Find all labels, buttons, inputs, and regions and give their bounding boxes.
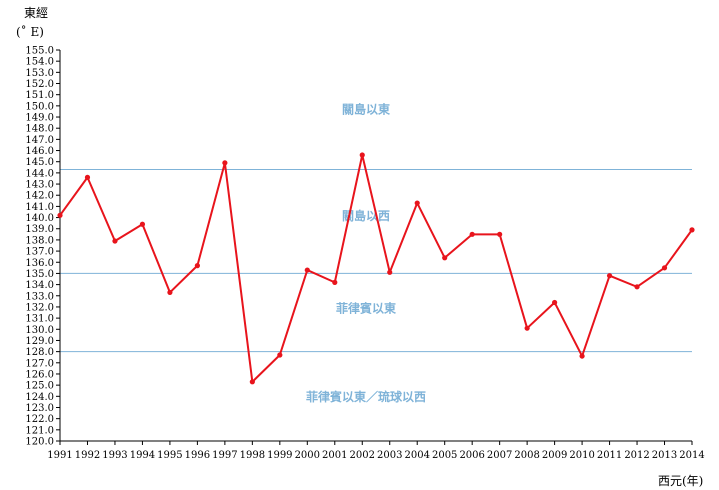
y-tick-label: 120.0 xyxy=(25,437,54,448)
y-tick-label: 155.0 xyxy=(25,46,54,57)
data-point xyxy=(139,221,146,227)
y-tick-label: 131.0 xyxy=(25,314,54,325)
data-point xyxy=(332,279,338,285)
region-label: 菲律賓以東／琉球以西 xyxy=(306,389,426,404)
x-tick-label: 1992 xyxy=(75,450,100,461)
y-tick-label: 132.0 xyxy=(25,302,54,313)
y-tick-label: 136.0 xyxy=(25,258,54,269)
x-tick-label: 1994 xyxy=(130,450,155,461)
y-tick-label: 150.0 xyxy=(25,101,54,112)
y-tick-label: 149.0 xyxy=(25,113,54,124)
y-tick-label: 144.0 xyxy=(25,168,54,179)
x-tick-label: 2001 xyxy=(322,450,347,461)
x-tick-label: 1991 xyxy=(47,450,72,461)
region-label: 菲律賓以東 xyxy=(336,301,396,316)
x-tick-label: 1993 xyxy=(102,450,127,461)
series-line xyxy=(59,154,693,383)
x-tick-label: 2000 xyxy=(295,450,320,461)
x-tick-label: 2006 xyxy=(459,450,484,461)
y-tick-label: 138.0 xyxy=(25,235,54,246)
x-tick-label: 1995 xyxy=(157,450,182,461)
y-tick-label: 141.0 xyxy=(25,202,54,213)
data-point xyxy=(57,212,63,218)
data-point xyxy=(222,160,228,166)
y-tick-label: 154.0 xyxy=(25,57,54,68)
data-point xyxy=(524,325,530,331)
y-tick-label: 125.0 xyxy=(25,381,54,392)
data-point xyxy=(277,352,283,358)
y-tick-label: 152.0 xyxy=(25,79,54,90)
y-tick-label: 127.0 xyxy=(25,358,54,369)
x-axis-label: 西元(年) xyxy=(658,474,703,488)
data-point xyxy=(387,269,393,275)
x-tick-label: 2002 xyxy=(350,450,375,461)
x-tick-label: 2008 xyxy=(514,450,539,461)
y-axis-label-line2: (˚ E) xyxy=(16,24,44,39)
x-tick-label: 1999 xyxy=(267,450,292,461)
series xyxy=(57,152,695,385)
y-tick-label: 123.0 xyxy=(25,403,54,414)
axes xyxy=(59,50,692,442)
y-tick-label: 143.0 xyxy=(25,180,54,191)
y-tick-label: 133.0 xyxy=(25,291,54,302)
y-tick-label: 121.0 xyxy=(25,425,54,436)
y-tick-label: 129.0 xyxy=(25,336,54,347)
x-tick-label: 2012 xyxy=(624,450,649,461)
x-tick-label: 2011 xyxy=(597,450,622,461)
y-tick-label: 139.0 xyxy=(25,224,54,235)
y-tick-label: 151.0 xyxy=(25,90,54,101)
data-point xyxy=(552,299,558,306)
data-point xyxy=(414,200,420,206)
data-point xyxy=(304,267,310,273)
data-point xyxy=(359,152,365,158)
y-tick-label: 128.0 xyxy=(25,347,54,358)
data-point xyxy=(112,238,118,244)
data-point xyxy=(469,231,475,237)
data-point xyxy=(194,263,200,269)
x-tick-label: 1998 xyxy=(240,450,265,461)
y-tick-label: 145.0 xyxy=(25,157,54,168)
x-tick-label: 2010 xyxy=(569,450,594,461)
data-point xyxy=(84,174,91,180)
data-point xyxy=(579,353,585,359)
y-tick-label: 146.0 xyxy=(25,146,54,157)
x-tick-label: 2005 xyxy=(432,450,457,461)
x-ticks: 1991 1992 1993 1994 1995 1996 1997 1998 1999 2000… xyxy=(47,441,705,461)
y-tick-label: 130.0 xyxy=(25,325,54,336)
data-point xyxy=(497,231,503,237)
data-point xyxy=(634,284,640,290)
x-tick-label: 1997 xyxy=(212,450,237,461)
y-tick-label: 148.0 xyxy=(25,124,54,135)
y-tick-label: 147.0 xyxy=(25,135,54,146)
x-tick-label: 2004 xyxy=(404,450,429,461)
y-tick-label: 140.0 xyxy=(25,213,54,224)
data-point xyxy=(249,379,255,385)
y-tick-label: 142.0 xyxy=(25,191,54,202)
x-tick-label: 2009 xyxy=(542,450,567,461)
y-tick-label: 122.0 xyxy=(25,414,54,425)
region-label: 關島以東 xyxy=(342,102,390,117)
x-tick-label: 2003 xyxy=(377,450,402,461)
x-tick-label: 2007 xyxy=(487,450,512,461)
y-tick-label: 124.0 xyxy=(25,392,54,403)
y-ticks: 120.0121.0122.0123.0124.0125.0126.0127.0… xyxy=(25,46,60,448)
x-tick-label: 2013 xyxy=(652,450,677,461)
data-point xyxy=(689,227,695,233)
y-tick-label: 137.0 xyxy=(25,247,54,258)
data-point xyxy=(606,273,613,279)
data-point xyxy=(661,265,668,271)
data-point xyxy=(442,255,448,261)
y-tick-label: 126.0 xyxy=(25,369,54,380)
reference-lines xyxy=(60,169,692,353)
y-tick-label: 153.0 xyxy=(25,68,54,79)
y-tick-label: 134.0 xyxy=(25,280,54,291)
y-axis-label-line1: 東經 xyxy=(24,6,48,20)
data-point xyxy=(167,289,173,296)
x-tick-label: 1996 xyxy=(185,450,210,461)
x-tick-label: 2014 xyxy=(679,450,704,461)
y-tick-label: 135.0 xyxy=(25,269,54,280)
